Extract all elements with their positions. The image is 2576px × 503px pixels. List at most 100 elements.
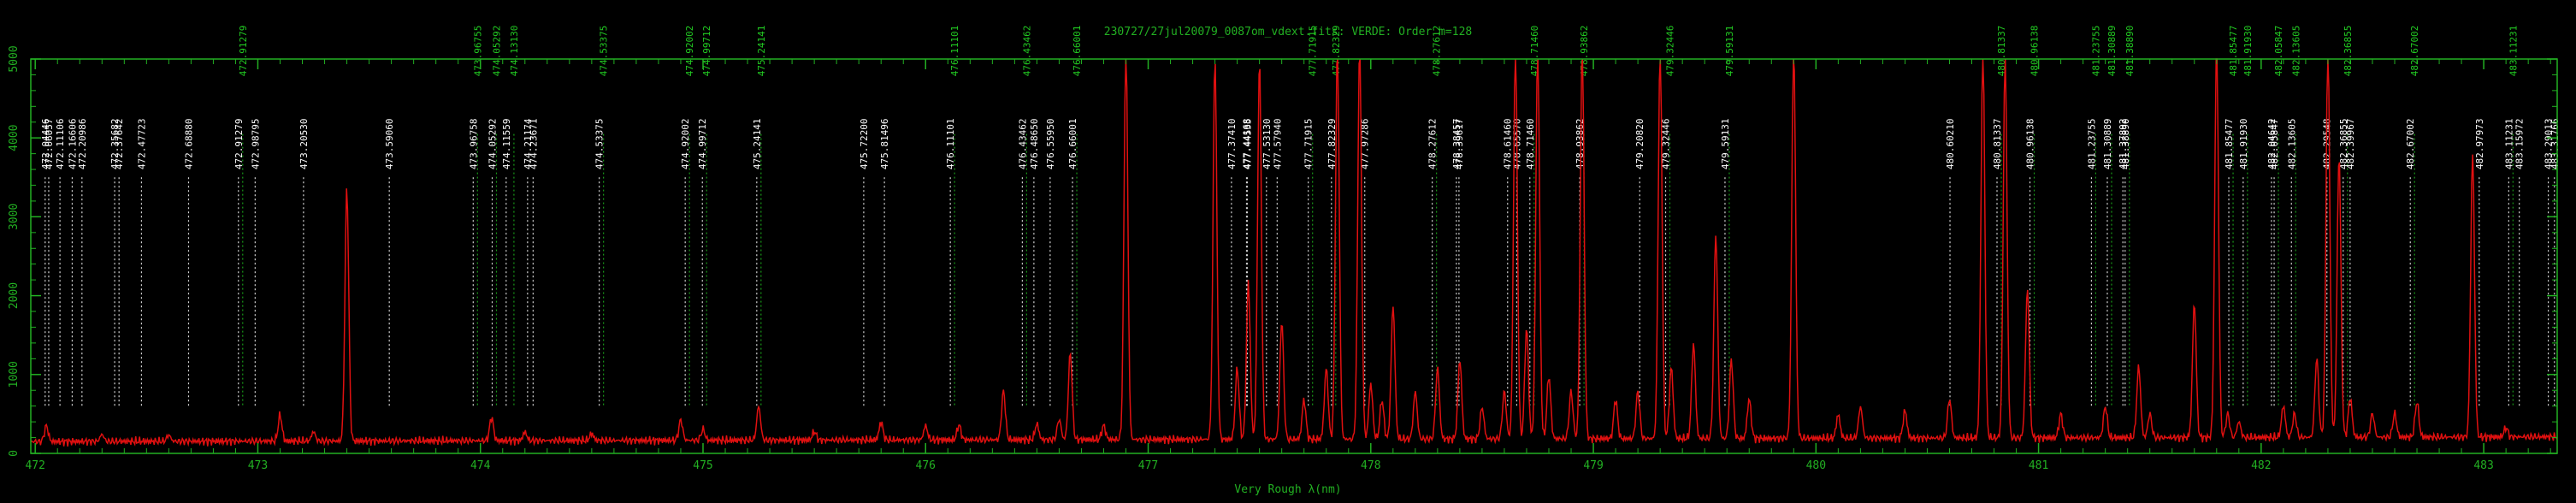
annotation-label: 472.20986 [77, 118, 88, 169]
annotation-label: 472.91279 [233, 118, 245, 169]
annotation-label: 478.93862 [1575, 118, 1586, 169]
annotation-label: 476.43462 [1021, 26, 1032, 77]
annotation-label: 482.36855 [2338, 118, 2349, 169]
annotation-label: 472.06057 [44, 118, 55, 169]
annotation-label: 477.44168 [1241, 118, 1252, 169]
annotation-label: 482.36855 [2343, 26, 2354, 77]
annotation-label: 481.30889 [2102, 118, 2113, 169]
annotation-label: 478.93862 [1579, 26, 1590, 77]
x-tick-label: 475 [693, 459, 712, 472]
annotation-label: 472.37642 [114, 118, 125, 169]
annotation-label: 474.99712 [701, 26, 712, 77]
annotation-label: 477.82329 [1326, 118, 1338, 169]
annotation-label: 476.48650 [1029, 118, 1040, 169]
annotation-label: 477.37410 [1226, 118, 1238, 169]
annotation-label: 483.15972 [2514, 118, 2526, 169]
x-tick-label: 483 [2473, 459, 2493, 472]
spectrum-line [30, 58, 2558, 447]
annotation-label: 477.71915 [1303, 118, 1315, 169]
annotation-label: 475.81496 [879, 118, 890, 169]
annotation-label: 475.72200 [859, 118, 870, 169]
annotation-label: 475.24141 [756, 26, 767, 77]
annotation-label: 482.13605 [2290, 26, 2301, 77]
annotation-label: 483.11231 [2503, 118, 2514, 169]
annotation-label: 474.21174 [523, 118, 534, 169]
annotation-label: 476.43462 [1017, 118, 1028, 169]
annotation-label: 481.38890 [2120, 118, 2131, 169]
annotation-label: 473.96758 [468, 118, 479, 169]
annotation-label: 482.13605 [2286, 118, 2297, 169]
x-axis-label: Very Rough λ(nm) [1234, 483, 1341, 496]
annotation-label: 479.32446 [1661, 118, 1672, 169]
annotation-label: 472.11106 [55, 118, 66, 169]
y-tick-label: 3000 [8, 204, 21, 230]
annotation-label: 476.66001 [1067, 118, 1078, 169]
x-tick-label: 477 [1138, 459, 1158, 472]
y-tick-label: 5000 [8, 45, 21, 72]
x-tick-label: 482 [2251, 459, 2271, 472]
annotation-label: 474.53375 [594, 118, 606, 169]
annotation-label: 479.59131 [1720, 118, 1731, 169]
annotation-label: 481.85477 [2228, 26, 2239, 77]
annotation-label: 483.11231 [2508, 26, 2519, 77]
annotation-label: 482.05847 [2269, 118, 2280, 169]
annotation-label: 475.24141 [752, 118, 763, 169]
annotation-label: 473.59060 [384, 118, 395, 169]
annotation-label: 482.04642 [2266, 118, 2278, 169]
annotation-label: 479.20820 [1634, 118, 1645, 169]
annotation-label: 480.81337 [1996, 26, 2007, 77]
annotation-label: 474.23671 [528, 118, 539, 169]
x-tick-label: 481 [2029, 459, 2048, 472]
plot-frame [30, 58, 2558, 454]
annotation-label: 477.71915 [1308, 26, 1319, 77]
annotation-label: 481.23755 [2086, 118, 2097, 169]
annotation-label: 472.68880 [183, 118, 194, 169]
annotation-label: 476.66001 [1072, 26, 1083, 77]
annotation-label: 482.29548 [2322, 118, 2333, 169]
annotation-label: 478.27612 [1427, 118, 1439, 169]
annotation-label: 479.32446 [1665, 26, 1676, 77]
annotation-label: 481.91930 [2242, 26, 2254, 77]
x-tick-label: 476 [916, 459, 936, 472]
x-tick-label: 478 [1361, 459, 1380, 472]
annotation-label: 479.59131 [1724, 26, 1735, 77]
annotation-label: 477.57940 [1272, 118, 1283, 169]
annotation-label: 482.05847 [2273, 26, 2284, 77]
annotation-label: 473.96755 [472, 26, 483, 77]
annotation-label: 472.16606 [67, 118, 78, 169]
x-axis-ticks: 472 473 474 475 476 477 478 479 480 481 482 483 [25, 59, 2551, 472]
annotation-label: 481.23755 [2090, 26, 2101, 77]
y-tick-label: 1000 [8, 361, 21, 388]
y-tick-label: 4000 [8, 125, 21, 151]
annotation-label: 474.11559 [501, 118, 512, 169]
annotation-label: 474.92002 [680, 118, 691, 169]
annotation-label: 478.39617 [1454, 118, 1465, 169]
series-layer [30, 58, 2558, 447]
x-tick-label: 473 [248, 459, 268, 472]
annotation-label: 474.05292 [492, 26, 503, 77]
annotation-label: 478.38457 [1451, 118, 1462, 169]
annotation-label: 472.35682 [109, 118, 121, 169]
annotation-label: 474.92002 [684, 26, 695, 77]
annotation-label: 472.47723 [136, 118, 147, 169]
y-tick-label: 0 [8, 450, 21, 457]
annotation-label: 481.85477 [2224, 118, 2235, 169]
annotation-label: 480.96138 [2029, 26, 2041, 77]
annotation-label: 472.91279 [238, 26, 249, 77]
annotation-label: 474.99712 [697, 118, 708, 169]
annotation-label: 474.05292 [487, 118, 499, 169]
annotation-label: 481.38890 [2124, 26, 2136, 77]
annotation-label: 473.20530 [298, 118, 310, 169]
annotation-label: 476.55950 [1045, 118, 1056, 169]
annotation-label: 482.67002 [2405, 118, 2416, 169]
plot-frame-rect [30, 58, 2558, 454]
annotation-label: 483.29013 [2544, 118, 2555, 169]
annotation-label: 478.27612 [1432, 26, 1443, 77]
annotation-label: 483.31766 [2549, 118, 2561, 169]
annotation-label: 480.96138 [2025, 118, 2036, 169]
annotation-label: 481.37892 [2118, 118, 2129, 169]
annotation-label: 482.97973 [2474, 118, 2485, 169]
